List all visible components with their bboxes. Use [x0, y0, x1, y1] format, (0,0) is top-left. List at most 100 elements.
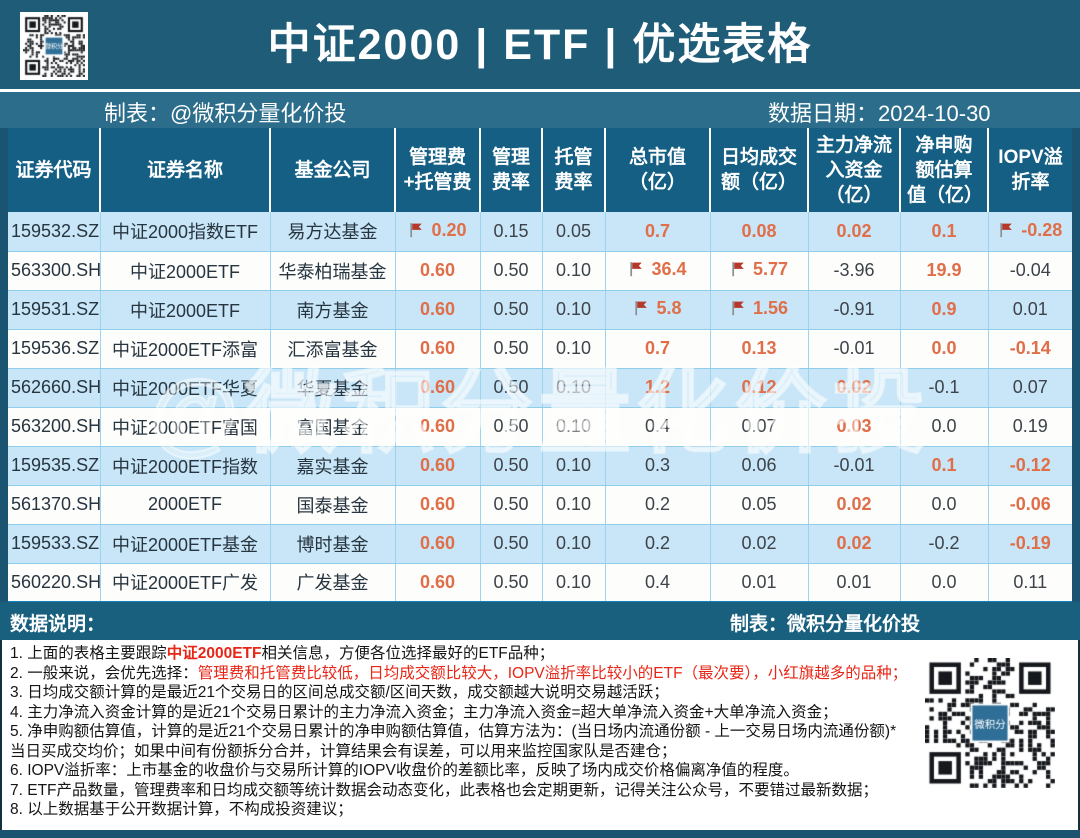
cell-value: 1.2: [605, 368, 711, 408]
cell-value: 0.60: [395, 446, 481, 486]
qr-code-bottom-canvas: [925, 658, 1055, 788]
cell-value: 0.02: [808, 485, 901, 525]
cell-value: 0.0: [900, 485, 989, 525]
cell-value: -0.19: [988, 524, 1072, 564]
cell-value: 0.50: [480, 251, 543, 291]
cell-value: 0.50: [480, 563, 543, 603]
cell-value: 0.50: [480, 446, 543, 486]
red-flag-icon: [628, 261, 644, 277]
col-header-custody-fee: 托管费率: [542, 128, 606, 212]
cell-value: -0.91: [808, 290, 901, 330]
col-header-iopv: IOPV溢折率: [988, 128, 1072, 212]
cell-code: 159535.SZ: [8, 446, 101, 486]
table-row: 563200.SH 中证2000ETF富国 富国基金 0.60 0.50 0.10 0.4 0…: [8, 407, 1072, 447]
note-line: 2. 一般来说，会优先选择：管理费和托管费比较低，日均成交额比较大，IOPV溢折…: [10, 664, 908, 682]
col-header-main-inflow: 主力净流入资金（亿）: [808, 128, 901, 212]
cell-value: 0.20: [395, 212, 481, 252]
cell-value: 0.2: [605, 485, 711, 525]
notes-maker-label: 制表：微积分量化价投: [730, 614, 921, 635]
cell-value: 0.10: [542, 329, 606, 369]
cell-value: 0.2: [605, 524, 711, 564]
cell-value: 0.12: [710, 368, 809, 408]
cell-value: 5.8: [605, 290, 711, 330]
cell-value: 0.07: [988, 368, 1072, 408]
cell-value: 0.11: [988, 563, 1072, 603]
cell-value: 0.60: [395, 329, 481, 369]
cell-code: 159533.SZ: [8, 524, 101, 564]
cell-value: 0.0: [900, 563, 989, 603]
cell-name: 中证2000ETF基金: [100, 524, 271, 564]
red-flag-icon: [730, 261, 746, 277]
red-flag-icon: [730, 300, 746, 316]
cell-code: 561370.SH: [8, 485, 101, 525]
cell-value: 0.02: [808, 368, 901, 408]
cell-value: 0.7: [605, 329, 711, 369]
cell-code: 562660.SH: [8, 368, 101, 408]
cell-value: 0.13: [710, 329, 809, 369]
qr-code-bottom: [925, 658, 1055, 788]
table-row: 159531.SZ 中证2000ETF 南方基金 0.60 0.50 0.10 5.8 1.5…: [8, 290, 1072, 330]
cell-value: 0.01: [988, 290, 1072, 330]
cell-value: -0.2: [900, 524, 989, 564]
data-date-label: 数据日期：2024-10-30: [768, 101, 991, 126]
notes-panel: 1. 上面的表格主要跟踪中证2000ETF相关信息，方便各位选择最好的ETF品种…: [0, 640, 1080, 830]
cell-company: 汇添富基金: [270, 329, 396, 369]
cell-value: 0.60: [395, 251, 481, 291]
note-line: 4. 主力净流入资金计算的是近21个交易日累计的主力净流入资金；主力净流入资金=…: [10, 703, 838, 721]
cell-value: 0.60: [395, 485, 481, 525]
cell-value: 0.9: [900, 290, 989, 330]
note-line: 7. ETF产品数量，管理费率和日均成交额等统计数据会动态变化，此表格也会定期更…: [10, 781, 879, 799]
note-line: 1. 上面的表格主要跟踪中证2000ETF相关信息，方便各位选择最好的ETF品种…: [10, 645, 555, 662]
cell-name: 中证2000ETF富国: [100, 407, 271, 447]
col-header-total-fee: 管理费+托管费: [395, 128, 481, 212]
cell-value: 0.60: [395, 407, 481, 447]
maker-label: 制表：@微积分量化价投: [104, 101, 347, 126]
cell-company: 富国基金: [270, 407, 396, 447]
title-divider: [0, 89, 1080, 92]
cell-name: 中证2000ETF广发: [100, 563, 271, 603]
cell-value: 0.4: [605, 407, 711, 447]
cell-value: 0.01: [808, 563, 901, 603]
cell-company: 华泰柏瑞基金: [270, 251, 396, 291]
cell-value: 0.50: [480, 368, 543, 408]
table-row: 159535.SZ 中证2000ETF指数 嘉实基金 0.60 0.50 0.10 0.3 0…: [8, 446, 1072, 486]
cell-value: -0.1: [900, 368, 989, 408]
cell-value: 0.7: [605, 212, 711, 252]
cell-value: 0.0: [900, 407, 989, 447]
table-header: 证券代码 证券名称 基金公司 管理费+托管费 管理费率 托管费率 总市值（亿） …: [8, 128, 1072, 212]
col-header-market-cap: 总市值（亿）: [605, 128, 711, 212]
table-row: 562660.SH 中证2000ETF华夏 华夏基金 0.60 0.50 0.10 1.2 0…: [8, 368, 1072, 408]
cell-value: 0.15: [480, 212, 543, 252]
sub-bar: 制表：@微积分量化价投 数据日期：2024-10-30: [0, 92, 1080, 128]
col-header-mgmt-fee: 管理费率: [480, 128, 543, 212]
cell-value: 0.50: [480, 524, 543, 564]
cell-value: 0.1: [900, 446, 989, 486]
table-row: 159532.SZ 中证2000指数ETF 易方达基金 0.20 0.15 0.05 0.7…: [8, 212, 1072, 252]
cell-name: 2000ETF: [100, 485, 271, 525]
cell-value: 19.9: [900, 251, 989, 291]
cell-value: 0.4: [605, 563, 711, 603]
cell-value: 0.07: [710, 407, 809, 447]
note-line: 3. 日均成交额计算的是最近21个交易日的区间总成交额/区间天数，成交额越大说明…: [10, 684, 669, 701]
col-header-code: 证券代码: [8, 128, 101, 212]
cell-value: 0.10: [542, 524, 606, 564]
cell-company: 易方达基金: [270, 212, 396, 252]
cell-name: 中证2000ETF添富: [100, 329, 271, 369]
note-line: 5. 净申购额估算值，计算的是近21个交易日累计的净申购额估算值，估算方法为：(…: [10, 723, 897, 760]
cell-value: -0.14: [988, 329, 1072, 369]
cell-name: 中证2000ETF指数: [100, 446, 271, 486]
cell-value: 0.02: [710, 524, 809, 564]
cell-code: 563200.SH: [8, 407, 101, 447]
cell-value: 0.10: [542, 368, 606, 408]
table-row: 560220.SH 中证2000ETF广发 广发基金 0.60 0.50 0.10 0.4 0…: [8, 563, 1072, 603]
cell-value: 0.08: [710, 212, 809, 252]
note-line: 6. IOPV溢折率：上市基金的收盘价与交易所计算的IOPV收盘价的差额比率，反…: [10, 762, 799, 779]
cell-code: 159531.SZ: [8, 290, 101, 330]
cell-value: -0.04: [988, 251, 1072, 291]
cell-name: 中证2000指数ETF: [100, 212, 271, 252]
col-header-net-subscription: 净申购额估算值（亿）: [900, 128, 989, 212]
cell-company: 广发基金: [270, 563, 396, 603]
cell-value: 0.0: [900, 329, 989, 369]
title-bar: 中证2000 | ETF | 优选表格: [0, 0, 1080, 89]
